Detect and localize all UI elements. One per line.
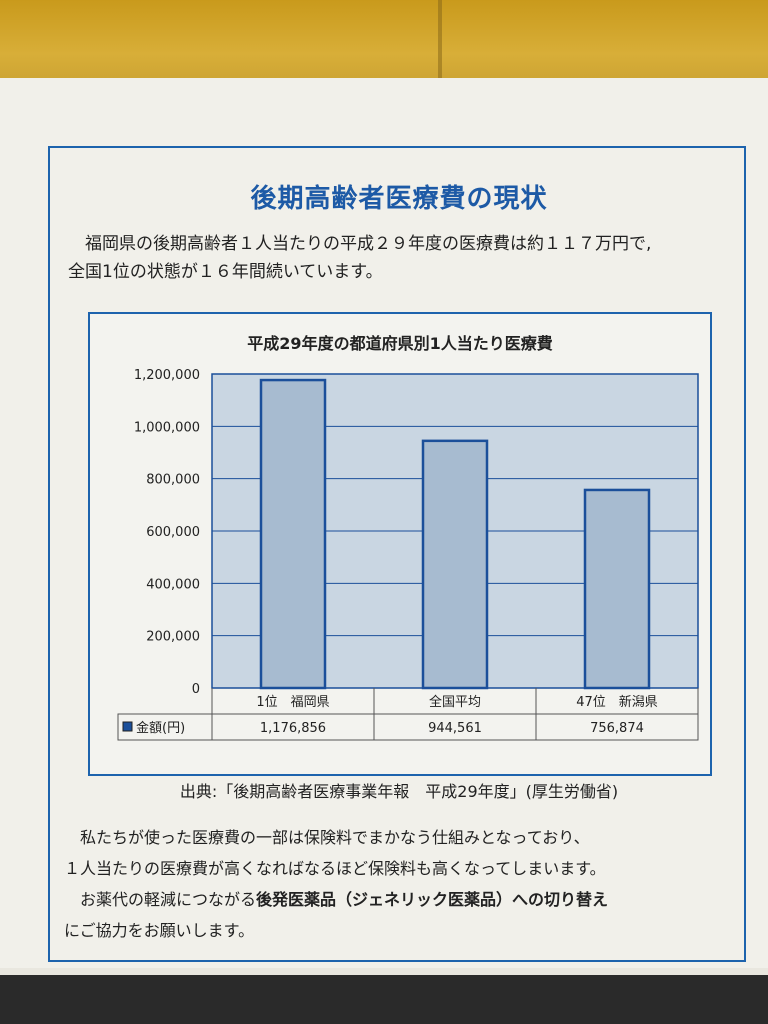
- intro-text: 福岡県の後期高齢者１人当たりの平成２９年度の医療費は約１１７万円で, 全国1位の…: [68, 230, 738, 286]
- y-tick-label: 800,000: [146, 473, 200, 488]
- intro-line-1: 福岡県の後期高齢者１人当たりの平成２９年度の医療費は約１１７万円で,: [85, 234, 652, 254]
- info-frame: 後期高齢者医療費の現状 福岡県の後期高齢者１人当たりの平成２９年度の医療費は約１…: [48, 146, 746, 962]
- y-tick-label: 400,000: [146, 577, 200, 592]
- data-label: 1,176,856: [260, 721, 326, 736]
- data-label: 756,874: [590, 721, 644, 736]
- legend-label: 金額(円): [136, 720, 185, 736]
- bar: [259, 378, 327, 690]
- y-tick-label: 1,000,000: [134, 420, 200, 435]
- y-tick-label: 1,200,000: [134, 368, 200, 383]
- page-title: 後期高齢者医療費の現状: [250, 184, 548, 214]
- para2-pre: お薬代の軽減につながる: [80, 890, 257, 909]
- bar-chart: 0 200,000 400,000 600,000 800,000 1,000,000 1,…: [117, 368, 699, 741]
- para1-line1: 私たちが使った医療費の一部は保険料でまかなう仕組みとなっており、: [80, 828, 590, 847]
- chart-box: 平成29年度の都道府県別1人当たり医療費 0 200,000 400,000 600,…: [88, 312, 712, 776]
- bar: [583, 488, 651, 690]
- chart-title: 平成29年度の都道府県別1人当たり医療費: [247, 334, 553, 353]
- background-wood: [0, 0, 768, 90]
- legend-marker: [122, 721, 133, 732]
- para2-bold: 後発医薬品（ジェネリック医薬品）への切り替え: [256, 890, 609, 909]
- data-label: 944,561: [428, 721, 482, 736]
- y-tick-label: 0: [192, 682, 200, 697]
- intro-line-2: 全国1位の状態が１６年間続いています。: [68, 262, 383, 282]
- y-tick-label: 200,000: [146, 630, 200, 645]
- category-label: 全国平均: [429, 694, 481, 710]
- background-dark: [0, 975, 768, 1024]
- para2-post: にご協力をお願いします。: [64, 921, 255, 940]
- bar: [421, 439, 489, 690]
- para2: お薬代の軽減につながる後発医薬品（ジェネリック医薬品）への切り替え: [64, 884, 744, 915]
- para1-line2: １人当たりの医療費が高くなればなるほど保険料も高くなってしまいます。: [64, 859, 606, 878]
- category-label: 47位 新潟県: [576, 694, 658, 710]
- body-text: 私たちが使った医療費の一部は保険料でまかなう仕組みとなっており、 １人当たりの医…: [64, 822, 744, 946]
- category-label: 1位 福岡県: [256, 695, 329, 710]
- y-tick-label: 600,000: [146, 525, 200, 540]
- source-citation: 出典:「後期高齢者医療事業年報 平成29年度」(厚生労働省): [179, 782, 619, 801]
- background-seam: [438, 0, 442, 80]
